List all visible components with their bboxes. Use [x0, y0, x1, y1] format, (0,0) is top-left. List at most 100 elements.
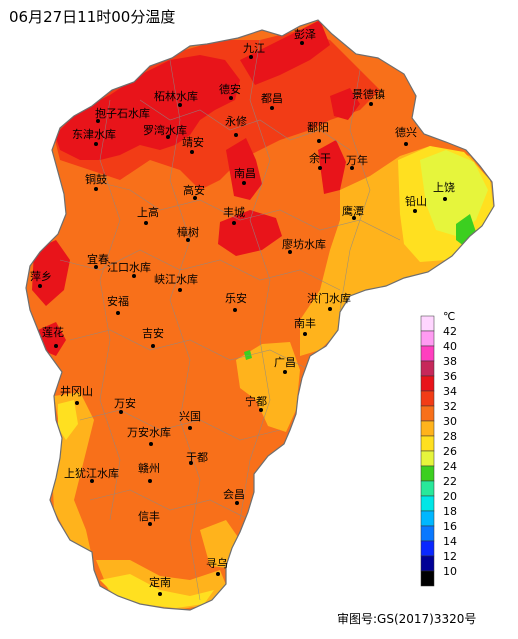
city-xingguo[interactable]: 兴国: [179, 410, 201, 430]
city-yugan[interactable]: 余干: [309, 151, 331, 170]
city-dot: [188, 426, 192, 430]
city-yudu[interactable]: 于都: [186, 451, 208, 465]
city-yingtan[interactable]: 鹰潭: [342, 204, 364, 220]
city-dot: [270, 106, 274, 110]
city-jinggangshan[interactable]: 井冈山: [60, 384, 93, 405]
city-dot: [148, 479, 152, 483]
city-nanfeng[interactable]: 南丰: [294, 317, 316, 336]
city-dot: [94, 142, 98, 146]
city-label: 宁都: [245, 394, 267, 408]
legend-tick-label: 24: [443, 460, 457, 473]
city-nanchang[interactable]: 南昌: [234, 167, 256, 185]
city-dot: [75, 401, 79, 405]
city-dot: [283, 370, 287, 374]
city-duchang[interactable]: 都昌: [261, 92, 283, 110]
city-label: 萍乡: [30, 270, 52, 283]
city-liaofang-reservoir[interactable]: 廖坊水库: [282, 237, 326, 254]
city-label: 会昌: [223, 488, 245, 501]
city-jiujiang[interactable]: 九江: [243, 42, 265, 59]
city-dot: [242, 181, 246, 185]
legend-tick-label: 28: [443, 430, 457, 443]
city-label: 广昌: [274, 356, 296, 369]
city-baozishi-reservoir[interactable]: 抱子石水库: [95, 106, 150, 123]
city-dongjin-reservoir[interactable]: 东津水库: [72, 128, 116, 146]
city-fengcheng[interactable]: 丰城: [223, 206, 245, 225]
city-wanan-reservoir[interactable]: 万安水库: [127, 425, 171, 446]
city-pengze[interactable]: 彭泽: [294, 27, 316, 45]
legend-tick-label: 34: [443, 385, 457, 398]
city-huichang[interactable]: 会昌: [223, 488, 245, 505]
city-dot: [38, 284, 42, 288]
city-wannian[interactable]: 万年: [346, 153, 368, 170]
city-dot: [158, 592, 162, 596]
city-yanshan[interactable]: 铅山: [405, 194, 427, 213]
city-jingan[interactable]: 靖安: [182, 135, 204, 154]
city-label: 兴国: [179, 410, 201, 423]
city-xunwu[interactable]: 寻乌: [206, 556, 228, 576]
city-lean[interactable]: 乐安: [225, 291, 247, 312]
city-jian[interactable]: 吉安: [142, 326, 164, 348]
city-dot: [166, 135, 170, 139]
city-jiangkou-reservoir[interactable]: 江口水库: [107, 261, 151, 278]
field-34-36-yugan: [318, 140, 346, 194]
legend-swatch: [420, 540, 435, 557]
city-xinfeng[interactable]: 信丰: [138, 510, 160, 526]
map-title: 06月27日11时00分温度: [9, 8, 176, 26]
city-ganzhou[interactable]: 赣州: [138, 461, 160, 483]
city-dingnan[interactable]: 定南: [149, 575, 171, 596]
city-shanggao[interactable]: 上高: [137, 205, 159, 225]
city-dexing[interactable]: 德兴: [395, 125, 417, 146]
city-pingxiang[interactable]: 萍乡: [30, 270, 52, 288]
field-34-36-poyang: [330, 88, 360, 120]
city-ningdu[interactable]: 宁都: [245, 394, 267, 412]
city-dot: [94, 187, 98, 191]
city-layer: 九江 彭泽 柘林水库 德安 都昌 景德镇 抱子石水库 罗湾水库: [30, 27, 455, 596]
city-tonggu[interactable]: 铜鼓: [85, 172, 107, 191]
legend-swatch: [420, 435, 435, 452]
legend-swatch: [420, 480, 435, 497]
field-34-36-northwest: [55, 55, 240, 160]
field-34-36-nanchang: [226, 138, 262, 200]
field-34-36-west: [32, 240, 70, 306]
legend-tick-label: 18: [443, 505, 457, 518]
city-label: 彭泽: [294, 27, 316, 41]
city-dot: [178, 103, 182, 107]
city-zhangshu[interactable]: 樟树: [177, 225, 199, 242]
city-label: 上犹江水库: [64, 467, 119, 480]
legend-tick-label: 40: [443, 340, 457, 353]
city-jingdezhen[interactable]: 景德镇: [352, 87, 385, 106]
legend-tick-label: 20: [443, 490, 457, 503]
city-gaoan[interactable]: 高安: [183, 183, 205, 200]
city-lianhua[interactable]: 莲花: [42, 326, 64, 348]
city-shangrao[interactable]: 上饶: [433, 181, 455, 201]
legend-tick-label: 36: [443, 370, 457, 383]
city-label: 鄱阳: [307, 121, 329, 134]
city-shangyoujiang-reservoir[interactable]: 上犹江水库: [64, 467, 119, 483]
city-wanan[interactable]: 万安: [114, 396, 136, 414]
city-dot: [132, 274, 136, 278]
legend-swatch: [420, 420, 435, 437]
legend-swatch: [420, 315, 435, 332]
city-guangchang[interactable]: 广昌: [274, 356, 296, 374]
legend-tick-label: 14: [443, 535, 457, 548]
city-dot: [178, 288, 182, 292]
city-hongmen-reservoir[interactable]: 洪门水库: [307, 291, 351, 311]
city-label: 定南: [149, 575, 171, 589]
legend-tick-label: 42: [443, 325, 457, 338]
city-label: 于都: [186, 451, 208, 464]
city-dot: [288, 250, 292, 254]
city-poyang[interactable]: 鄱阳: [307, 121, 329, 143]
city-yongxiu[interactable]: 永修: [225, 114, 247, 137]
legend-swatch: [420, 450, 435, 467]
legend-swatch: [420, 465, 435, 482]
city-xiajiang-reservoir[interactable]: 峡江水库: [154, 272, 198, 292]
city-zhelin-reservoir[interactable]: 柘林水库: [154, 89, 198, 107]
city-label: 铅山: [405, 194, 427, 208]
city-yichun[interactable]: 宜春: [87, 252, 109, 269]
city-luowan-reservoir[interactable]: 罗湾水库: [143, 123, 187, 139]
city-dot: [96, 119, 100, 123]
city-anfu[interactable]: 安福: [107, 294, 129, 315]
city-dean[interactable]: 德安: [219, 82, 241, 100]
city-dot: [216, 572, 220, 576]
city-dot: [352, 216, 356, 220]
